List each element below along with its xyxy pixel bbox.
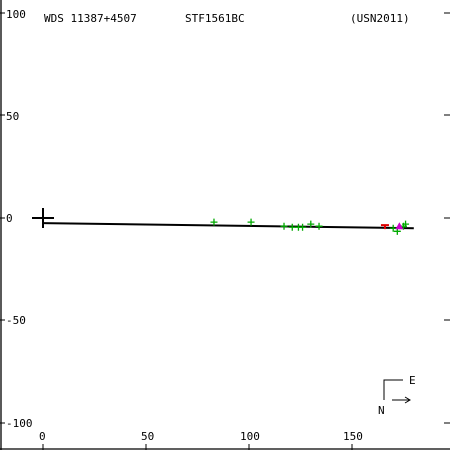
observation-point-0-1 bbox=[247, 218, 255, 226]
data-layer bbox=[32, 208, 414, 235]
x-tick-label-50: 50 bbox=[141, 430, 154, 443]
y-tick-marks bbox=[0, 12, 450, 424]
observation-point-0-7 bbox=[315, 222, 323, 230]
observation-point-0-8 bbox=[389, 224, 397, 232]
primary-star-marker bbox=[32, 208, 54, 228]
header-component: STF1561BC bbox=[185, 12, 245, 25]
observation-point-0-6 bbox=[307, 220, 315, 228]
y-tick-label-50: 50 bbox=[6, 110, 19, 123]
x-tick-label-150: 150 bbox=[343, 430, 363, 443]
direction-arrow-head bbox=[404, 396, 411, 404]
x-tick-marks bbox=[42, 444, 353, 450]
observation-point-1-0 bbox=[380, 224, 389, 230]
observation-point-0-5 bbox=[299, 223, 307, 231]
orbit-line bbox=[42, 222, 414, 230]
observation-point-0-11 bbox=[402, 220, 410, 228]
x-tick-label-100: 100 bbox=[240, 430, 260, 443]
observation-point-0-3 bbox=[288, 223, 296, 231]
compass-rose: E N bbox=[378, 374, 416, 417]
compass-north-label: N bbox=[378, 404, 385, 417]
observation-point-2-0 bbox=[395, 222, 404, 230]
y-tick-label-neg50: -50 bbox=[6, 314, 26, 327]
compass-axes bbox=[383, 379, 403, 400]
observation-point-0-0 bbox=[210, 218, 218, 226]
y-tick-label-100: 100 bbox=[6, 8, 26, 21]
header-wds-id: WDS 11387+4507 bbox=[44, 12, 137, 25]
header-source: (USN2011) bbox=[350, 12, 410, 25]
compass-east-label: E bbox=[409, 374, 416, 387]
observation-point-0-2 bbox=[280, 222, 288, 230]
y-tick-label-0: 0 bbox=[6, 212, 13, 225]
x-tick-label-0: 0 bbox=[39, 430, 46, 443]
y-tick-label-neg100: -100 bbox=[6, 417, 33, 430]
